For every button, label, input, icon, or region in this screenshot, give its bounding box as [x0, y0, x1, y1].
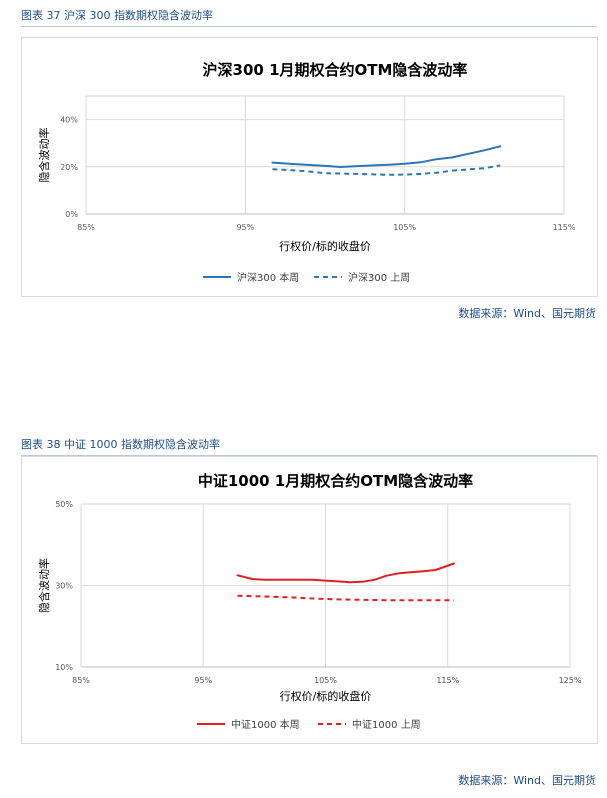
y-tick-label: 30% [55, 582, 73, 591]
legend-label: 中证1000 上周 [352, 718, 421, 731]
legend-label: 沪深300 上周 [348, 271, 410, 284]
chart-title: 沪深300 1月期权合约OTM隐含波动率 [203, 61, 468, 79]
legend-label: 沪深300 本周 [237, 271, 299, 284]
y-axis-label: 隐含波动率 [37, 558, 51, 613]
figure-caption: 图表 38 中证 1000 指数期权隐含波动率 [21, 438, 220, 451]
series-line-2 [272, 164, 501, 176]
y-tick-label: 50% [55, 500, 73, 509]
line-chart-hs300: 沪深300 1月期权合约OTM隐含波动率 0% 20% 40% 85% 95% 105% 11… [37, 61, 576, 284]
x-axis-label: 行权价/标的收盘价 [280, 689, 372, 703]
x-tick-label: 95% [236, 223, 254, 232]
line-chart-zz1000: 中证1000 1月期权合约OTM隐含波动率 10% 30% 50% 85% 95% 105%… [37, 472, 582, 731]
y-tick-label: 20% [60, 163, 78, 172]
figure-caption: 图表 37 沪深 300 指数期权隐含波动率 [21, 9, 213, 22]
x-tick-label: 105% [314, 676, 337, 685]
chart-panel: 沪深300 1月期权合约OTM隐含波动率 0% 20% 40% 85% 95% 105% 11… [21, 37, 598, 297]
series-line-2 [237, 594, 454, 602]
x-axis-label: 行权价/标的收盘价 [279, 239, 371, 253]
x-tick-label: 105% [393, 223, 416, 232]
x-tick-label: 95% [194, 676, 212, 685]
y-tick-label: 40% [60, 116, 78, 125]
x-tick-label: 85% [77, 223, 95, 232]
y-tick-label: 10% [55, 663, 73, 672]
chart-title: 中证1000 1月期权合约OTM隐含波动率 [198, 472, 473, 490]
series-line-1 [271, 145, 502, 168]
caption-divider [21, 26, 597, 27]
caption-divider [21, 455, 597, 456]
legend-label: 中证1000 本周 [231, 718, 300, 731]
series-line-1 [236, 562, 455, 584]
x-tick-label: 115% [436, 676, 459, 685]
x-tick-label: 85% [72, 676, 90, 685]
y-axis-label: 隐含波动率 [37, 128, 51, 183]
chart-panel: 中证1000 1月期权合约OTM隐含波动率 10% 30% 50% 85% 95% 105%… [21, 456, 598, 744]
x-tick-label: 125% [559, 676, 582, 685]
y-tick-label: 0% [65, 210, 78, 219]
data-source: 数据来源：Wind、国元期货 [458, 307, 596, 320]
data-source: 数据来源：Wind、国元期货 [458, 774, 596, 787]
x-tick-label: 115% [553, 223, 576, 232]
